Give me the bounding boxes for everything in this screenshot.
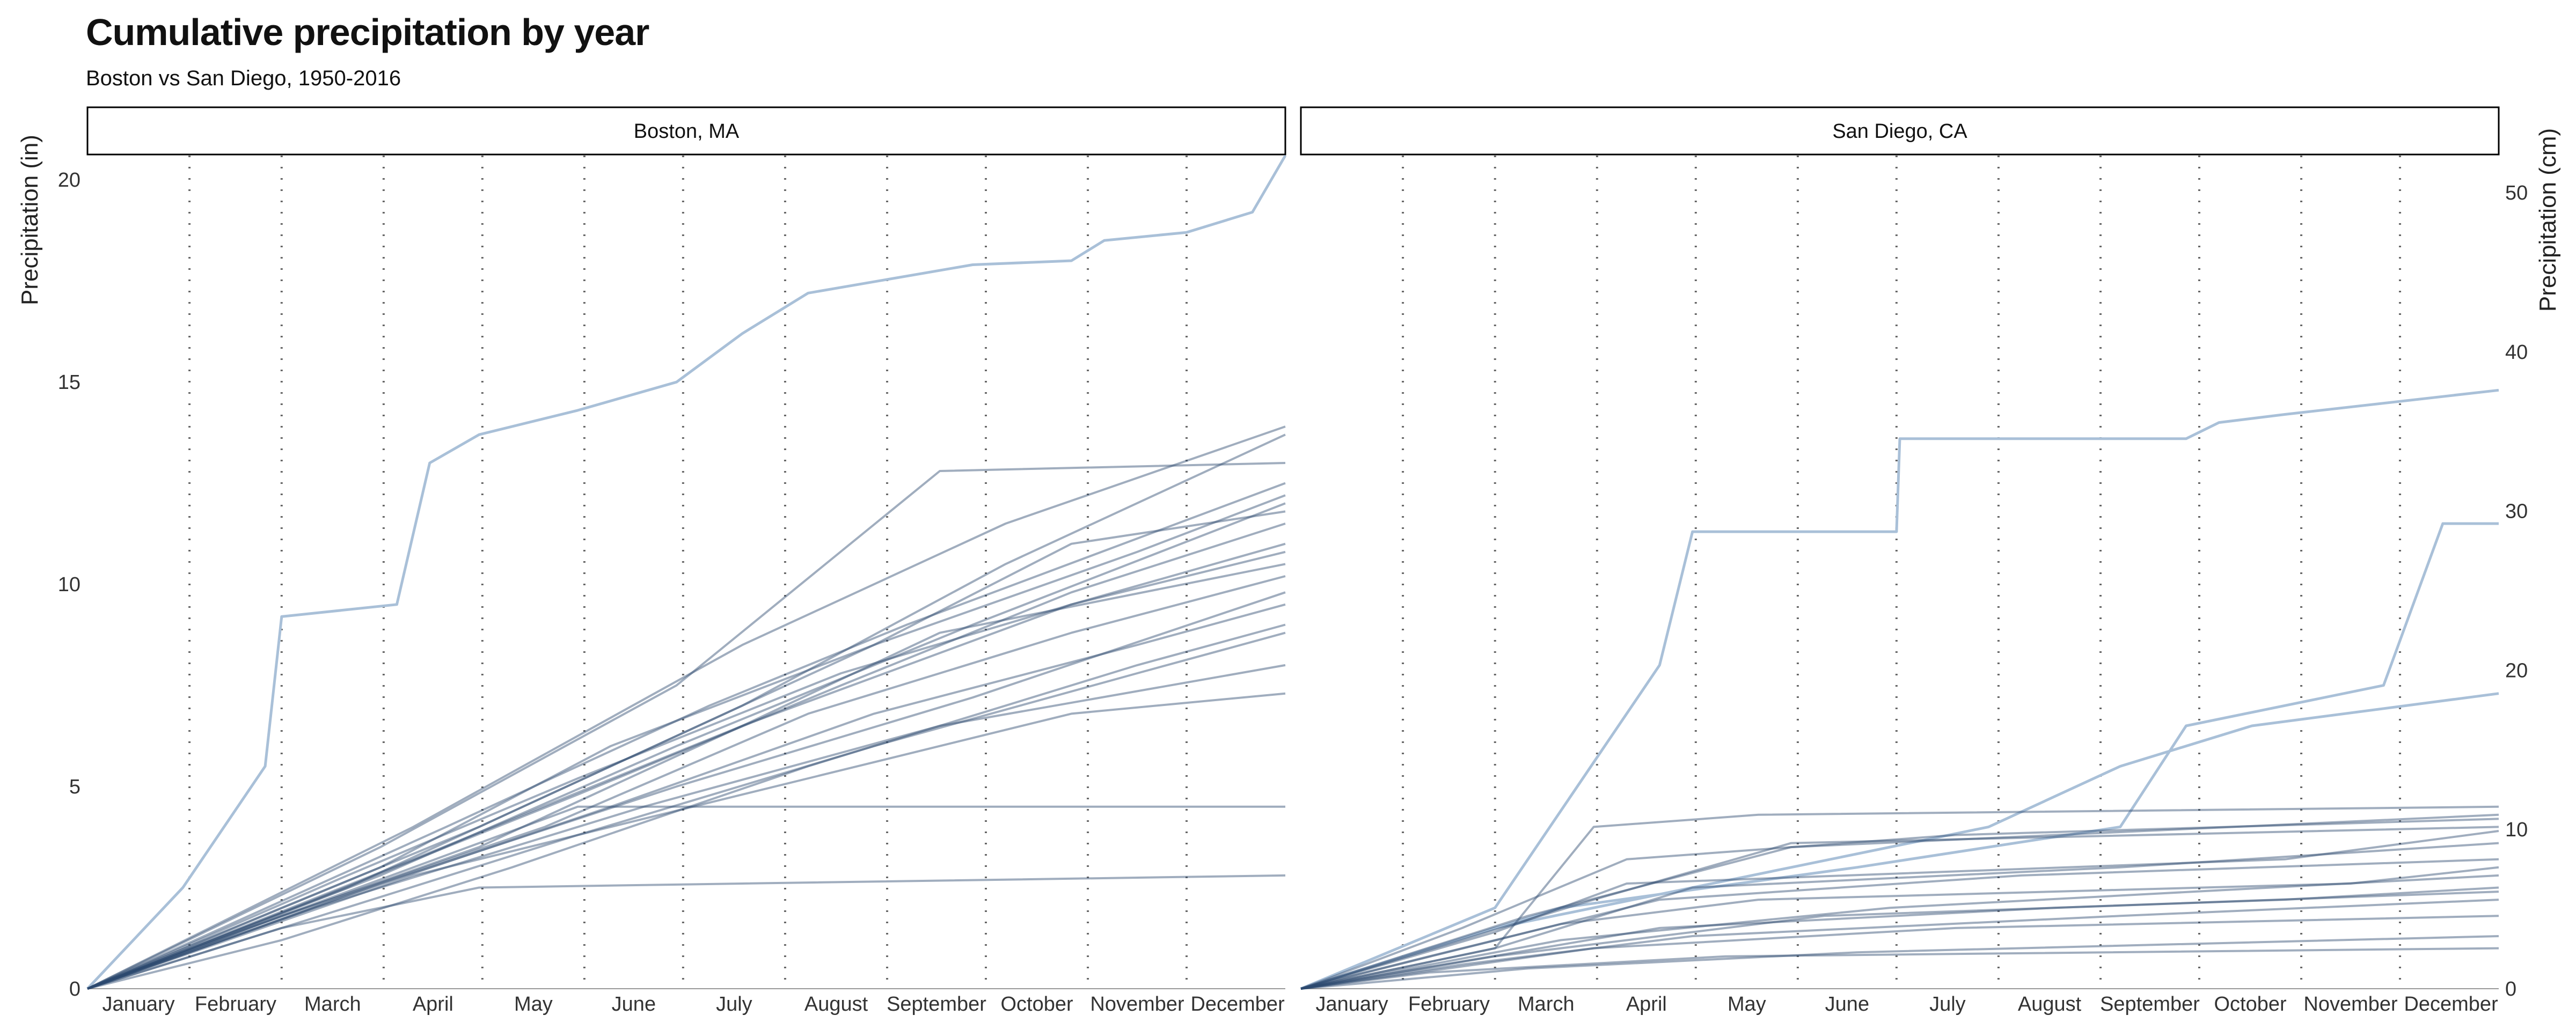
facet-strip xyxy=(86,106,1286,156)
y-tick-label-right: 30 xyxy=(2505,501,2528,523)
y-tick-label-right: 50 xyxy=(2505,182,2528,204)
facet-strip-label: San Diego, CA xyxy=(1832,120,1967,143)
facet-strip xyxy=(1300,106,2500,156)
x-tick-label: June xyxy=(612,993,656,1016)
year-line xyxy=(1300,935,2499,990)
x-tick-label: September xyxy=(2100,993,2200,1016)
x-tick-label: November xyxy=(2303,993,2398,1016)
year-line-highlight xyxy=(1300,388,2499,990)
x-tick-label: October xyxy=(2214,993,2287,1016)
year-line xyxy=(87,462,1286,990)
year-line xyxy=(87,502,1286,990)
year-line xyxy=(87,805,1285,990)
x-tick-label: January xyxy=(1315,993,1388,1016)
year-line-highlight xyxy=(1300,692,2499,990)
year-line-highlight xyxy=(86,154,1287,990)
x-tick-label: November xyxy=(1090,993,1184,1016)
year-line xyxy=(87,433,1286,990)
x-tick-label: July xyxy=(716,993,752,1016)
year-line xyxy=(87,623,1286,990)
year-line xyxy=(1300,818,2499,990)
x-tick-label: March xyxy=(304,993,361,1016)
year-line xyxy=(1300,830,2499,990)
x-tick-label: December xyxy=(1190,993,1285,1016)
x-tick-label: September xyxy=(887,993,986,1016)
facet-strip-label: Boston, MA xyxy=(634,120,740,143)
x-tick-label: January xyxy=(102,993,174,1016)
x-tick-label: February xyxy=(195,993,276,1016)
x-tick-label: May xyxy=(1728,993,1766,1016)
y-tick-label-left: 10 xyxy=(58,573,80,596)
x-tick-label: August xyxy=(2018,993,2082,1016)
year-line xyxy=(1300,915,2499,990)
year-line xyxy=(87,563,1286,990)
x-tick-label: August xyxy=(804,993,868,1016)
y-tick-label-right: 0 xyxy=(2505,978,2516,1000)
year-line xyxy=(87,591,1286,990)
x-tick-label: February xyxy=(1408,993,1490,1016)
x-tick-label: June xyxy=(1825,993,1869,1016)
y-tick-label-left: 0 xyxy=(69,978,80,1000)
year-line xyxy=(87,692,1286,990)
year-line xyxy=(87,575,1286,990)
year-line xyxy=(1300,858,2499,990)
year-line xyxy=(87,523,1286,990)
year-line xyxy=(87,425,1286,990)
year-line xyxy=(1300,866,2499,990)
year-line xyxy=(1300,886,2499,990)
year-line xyxy=(1300,813,2499,990)
x-tick-label: May xyxy=(514,993,553,1016)
year-line xyxy=(87,874,1286,990)
y-tick-label-left: 5 xyxy=(69,776,80,798)
x-tick-label: April xyxy=(1626,993,1667,1016)
year-line xyxy=(87,494,1286,990)
y-axis-title-right: Precipitation (cm) xyxy=(2535,128,2561,312)
year-line xyxy=(87,482,1286,990)
year-line xyxy=(87,603,1286,990)
y-tick-label-right: 10 xyxy=(2505,819,2528,841)
x-tick-label: July xyxy=(1929,993,1966,1016)
year-line xyxy=(1300,826,2499,990)
chart-title: Cumulative precipitation by year xyxy=(86,11,649,53)
year-line xyxy=(1300,899,2499,990)
year-line xyxy=(87,542,1286,990)
y-tick-label-right: 40 xyxy=(2505,341,2528,364)
year-line xyxy=(1300,805,2499,990)
year-line xyxy=(1300,891,2499,990)
year-line xyxy=(87,631,1286,990)
year-line xyxy=(1300,842,2499,990)
year-line xyxy=(87,550,1286,990)
y-tick-label-left: 15 xyxy=(58,371,80,394)
x-tick-label: December xyxy=(2404,993,2498,1016)
y-tick-label-right: 20 xyxy=(2505,659,2528,682)
chart-subtitle: Boston vs San Diego, 1950-2016 xyxy=(86,67,401,90)
y-tick-label-left: 20 xyxy=(58,169,80,192)
x-tick-label: March xyxy=(1518,993,1575,1016)
year-line xyxy=(1300,947,2499,990)
year-line xyxy=(1300,874,2499,990)
year-line xyxy=(87,510,1286,990)
x-tick-label: October xyxy=(1000,993,1073,1016)
year-line xyxy=(87,664,1286,990)
x-tick-label: April xyxy=(413,993,453,1016)
y-axis-title-left: Precipitation (in) xyxy=(17,135,43,305)
